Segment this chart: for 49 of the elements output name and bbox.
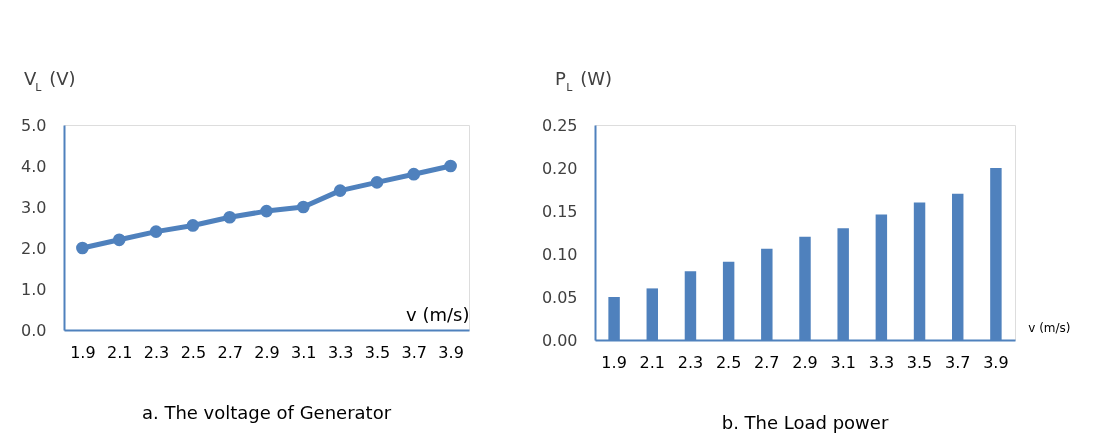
x-tick-label: 1.9 <box>70 342 96 362</box>
x-tick-label: 3.3 <box>327 342 354 362</box>
x-tick-label: 2.3 <box>677 352 704 372</box>
text: b. The Load power <box>721 412 889 433</box>
x-tick-label: 2.1 <box>639 352 665 372</box>
point <box>76 241 89 255</box>
point <box>296 200 310 214</box>
point <box>260 204 273 218</box>
x-tick-label: 2.5 <box>180 342 207 362</box>
point <box>333 184 347 197</box>
x-tick-label: 3.1 <box>291 342 317 362</box>
y-tick-label: 0.00 <box>541 330 578 350</box>
point <box>186 219 200 232</box>
y-tick-label: 0.0 <box>21 320 47 340</box>
x-tick-label: 3.7 <box>401 342 427 362</box>
point <box>149 225 163 238</box>
x-tick-label: 3.1 <box>830 352 856 372</box>
point <box>407 167 421 181</box>
x-tick-label: 2.7 <box>217 342 243 362</box>
x-tick-label: 3.5 <box>364 342 391 362</box>
y-tick-label: 0.10 <box>541 244 578 264</box>
y-tick-label: 0.15 <box>541 201 578 221</box>
x-axis-title: v (m/s) <box>406 303 470 325</box>
y-tick-label: 0.20 <box>541 158 578 178</box>
y-tick-label: 3.0 <box>21 197 47 217</box>
x-tick-label: 2.1 <box>107 342 133 362</box>
x-tick-label: 2.3 <box>143 342 170 362</box>
x-tick-label: 3.9 <box>983 352 1009 372</box>
text: a. The voltage of Generator <box>141 402 392 423</box>
x-tick-label: 3.9 <box>438 342 464 362</box>
x-axis-title: v (m/s) <box>1028 320 1071 335</box>
y-tick-label: 0.25 <box>541 115 578 135</box>
x-tick-label: 2.9 <box>792 352 818 372</box>
x-tick-label: 2.5 <box>715 352 742 372</box>
x-tick-label: 3.7 <box>945 352 971 372</box>
y-tick-label: 5.0 <box>21 115 47 135</box>
y-tick-label: 0.05 <box>541 287 578 307</box>
point <box>370 176 384 189</box>
x-tick-label: 1.9 <box>601 352 627 372</box>
point <box>112 233 126 247</box>
x-tick-label: 3.3 <box>868 352 895 372</box>
y-tick-label: 1.0 <box>21 279 47 299</box>
x-tick-label: 2.9 <box>254 342 280 362</box>
y-tick-label: 2.0 <box>21 238 47 258</box>
y-tick-label: 4.0 <box>21 156 47 176</box>
point <box>444 159 457 173</box>
x-tick-label: 2.7 <box>754 352 780 372</box>
x-tick-label: 3.5 <box>906 352 933 372</box>
point <box>223 210 237 224</box>
